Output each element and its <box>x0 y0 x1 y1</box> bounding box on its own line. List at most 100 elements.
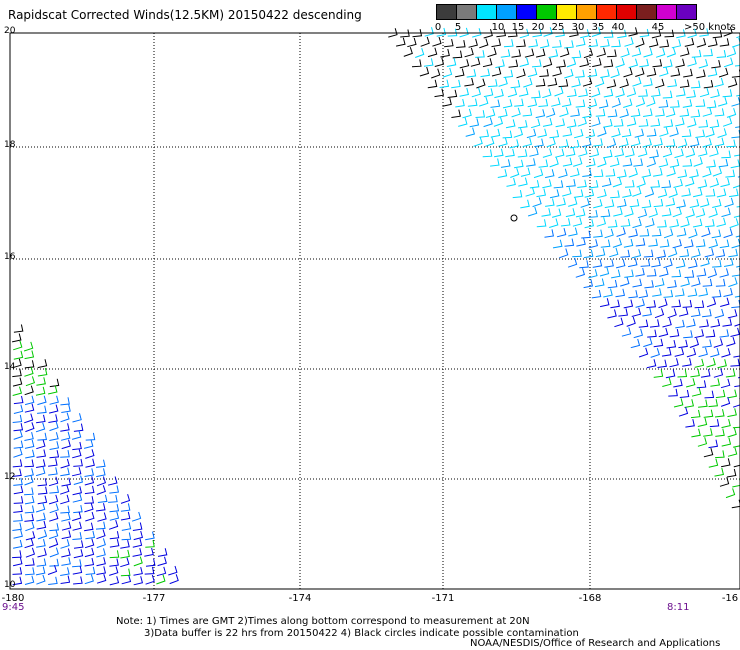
wind-barb <box>547 77 558 87</box>
wind-barb <box>666 166 676 177</box>
wind-barb <box>717 128 727 138</box>
wind-barb <box>658 298 668 309</box>
map-frame <box>9 32 740 590</box>
wind-barb <box>685 208 695 219</box>
wind-barb <box>732 438 740 448</box>
wind-barb <box>13 422 24 432</box>
wind-barb <box>85 458 95 468</box>
wind-barb <box>37 478 48 487</box>
wind-barb <box>573 189 584 198</box>
wind-barb <box>630 137 641 147</box>
wind-barb <box>632 278 643 288</box>
wind-barb <box>444 38 454 48</box>
wind-barb <box>712 259 722 268</box>
wind-barb <box>36 449 47 458</box>
credit: NOAA/NESDIS/Office of Research and Appli… <box>470 638 721 649</box>
wind-barb <box>668 187 678 198</box>
wind-barb <box>145 558 156 567</box>
wind-barb <box>108 494 118 503</box>
wind-barb <box>157 548 168 557</box>
wind-barb <box>562 127 573 137</box>
wind-barb <box>712 198 722 208</box>
wind-barb <box>685 177 695 187</box>
wind-barb <box>708 399 718 408</box>
wind-barb <box>687 28 697 39</box>
wind-barb <box>735 235 740 238</box>
wind-barb <box>36 377 46 386</box>
wind-barb <box>24 468 34 478</box>
wind-barb <box>13 404 24 414</box>
wind-barb <box>434 88 445 98</box>
wind-barb <box>643 108 653 117</box>
legend-label: 20 <box>531 22 545 33</box>
wind-barb <box>511 49 521 58</box>
wind-barb <box>705 188 716 197</box>
wind-barb <box>543 27 553 37</box>
wind-barb <box>96 538 106 549</box>
wind-barb <box>723 57 734 68</box>
wind-barb <box>12 550 22 559</box>
wind-barb <box>48 458 58 467</box>
wind-barb <box>24 413 34 424</box>
wind-barb <box>96 566 107 575</box>
wind-barb <box>698 287 709 297</box>
wind-barb <box>37 432 47 441</box>
wind-barb <box>720 458 731 468</box>
wind-barb <box>412 28 423 38</box>
wind-barb <box>554 148 565 158</box>
wind-barb <box>84 547 95 558</box>
wind-barb <box>663 59 673 69</box>
wind-barb <box>578 147 588 157</box>
wind-barb <box>24 538 34 549</box>
wind-barb <box>638 289 649 299</box>
wind-barb <box>631 249 642 259</box>
wind-barb <box>691 428 701 438</box>
wind-barb <box>549 129 560 139</box>
wind-barb <box>562 157 573 167</box>
wind-barb <box>697 417 708 427</box>
wind-barb <box>72 448 82 459</box>
wind-barb <box>721 348 731 358</box>
wind-barb <box>485 108 496 118</box>
wind-barb <box>424 27 434 37</box>
wind-barb <box>665 197 676 207</box>
legend-label: 45 <box>651 22 665 33</box>
wind-barb <box>35 566 46 576</box>
wind-barb <box>733 464 740 468</box>
time-left: 9:45 <box>2 602 25 613</box>
wind-barb <box>659 67 669 77</box>
wind-barb <box>723 258 734 267</box>
wind-barb <box>536 188 547 198</box>
wind-barb <box>709 147 719 157</box>
wind-barb <box>13 447 23 458</box>
wind-barb <box>564 40 574 49</box>
wind-barb <box>706 100 717 109</box>
wind-barb <box>108 519 119 530</box>
wind-barb <box>631 47 642 57</box>
wind-barb <box>688 259 698 269</box>
wind-barb <box>526 128 537 139</box>
wind-barb <box>690 80 701 89</box>
wind-barb <box>503 69 514 78</box>
wind-barb <box>464 77 474 87</box>
wind-barb <box>655 48 666 58</box>
wind-barb <box>396 37 406 47</box>
wind-barb <box>617 169 627 179</box>
wind-barb <box>120 557 130 568</box>
wind-barb <box>697 179 708 189</box>
wind-barb <box>419 66 430 77</box>
wind-barb <box>648 207 658 218</box>
wind-barb <box>733 355 740 358</box>
wind-barb <box>664 29 675 38</box>
wind-barb <box>500 159 511 168</box>
wind-barb <box>585 129 596 139</box>
wind-barb <box>714 308 725 319</box>
wind-barb <box>37 395 47 406</box>
wind-barb <box>520 199 530 209</box>
wind-barb <box>73 540 84 549</box>
wind-barb <box>120 568 131 577</box>
wind-barb <box>466 69 477 78</box>
lon-label-180: -180 <box>1 593 25 604</box>
wind-barb <box>542 117 553 127</box>
wind-barb <box>35 386 46 396</box>
